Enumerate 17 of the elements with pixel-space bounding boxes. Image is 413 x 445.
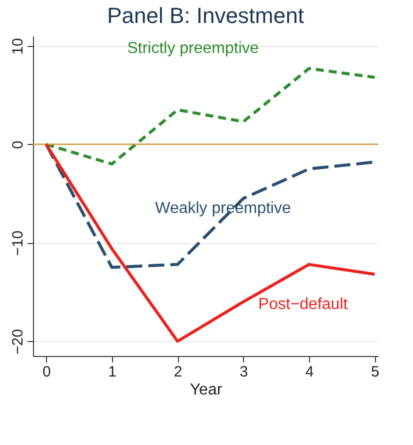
series-label: Post−default: [258, 296, 348, 313]
series-label: Weakly preemptive: [155, 200, 291, 217]
y-tick-label: 0: [10, 140, 26, 149]
x-tick-label: 0: [42, 364, 51, 380]
line-series: [44, 142, 376, 343]
x-tick-label: 5: [371, 364, 380, 380]
chart-title: Panel B: Investment: [107, 3, 304, 28]
x-tick-label: 2: [174, 364, 182, 380]
x-axis-title: Year: [190, 382, 223, 398]
y-tick-label: 10: [10, 38, 26, 55]
y-tick-label: −20: [10, 329, 26, 354]
x-tick-label: 3: [240, 364, 248, 380]
x-tick-label: 1: [108, 364, 117, 380]
x-tick-label: 4: [305, 364, 314, 380]
text: Strictly preemptive: [127, 40, 259, 57]
y-tick-label: −10: [10, 230, 26, 256]
line-series: [44, 66, 376, 166]
